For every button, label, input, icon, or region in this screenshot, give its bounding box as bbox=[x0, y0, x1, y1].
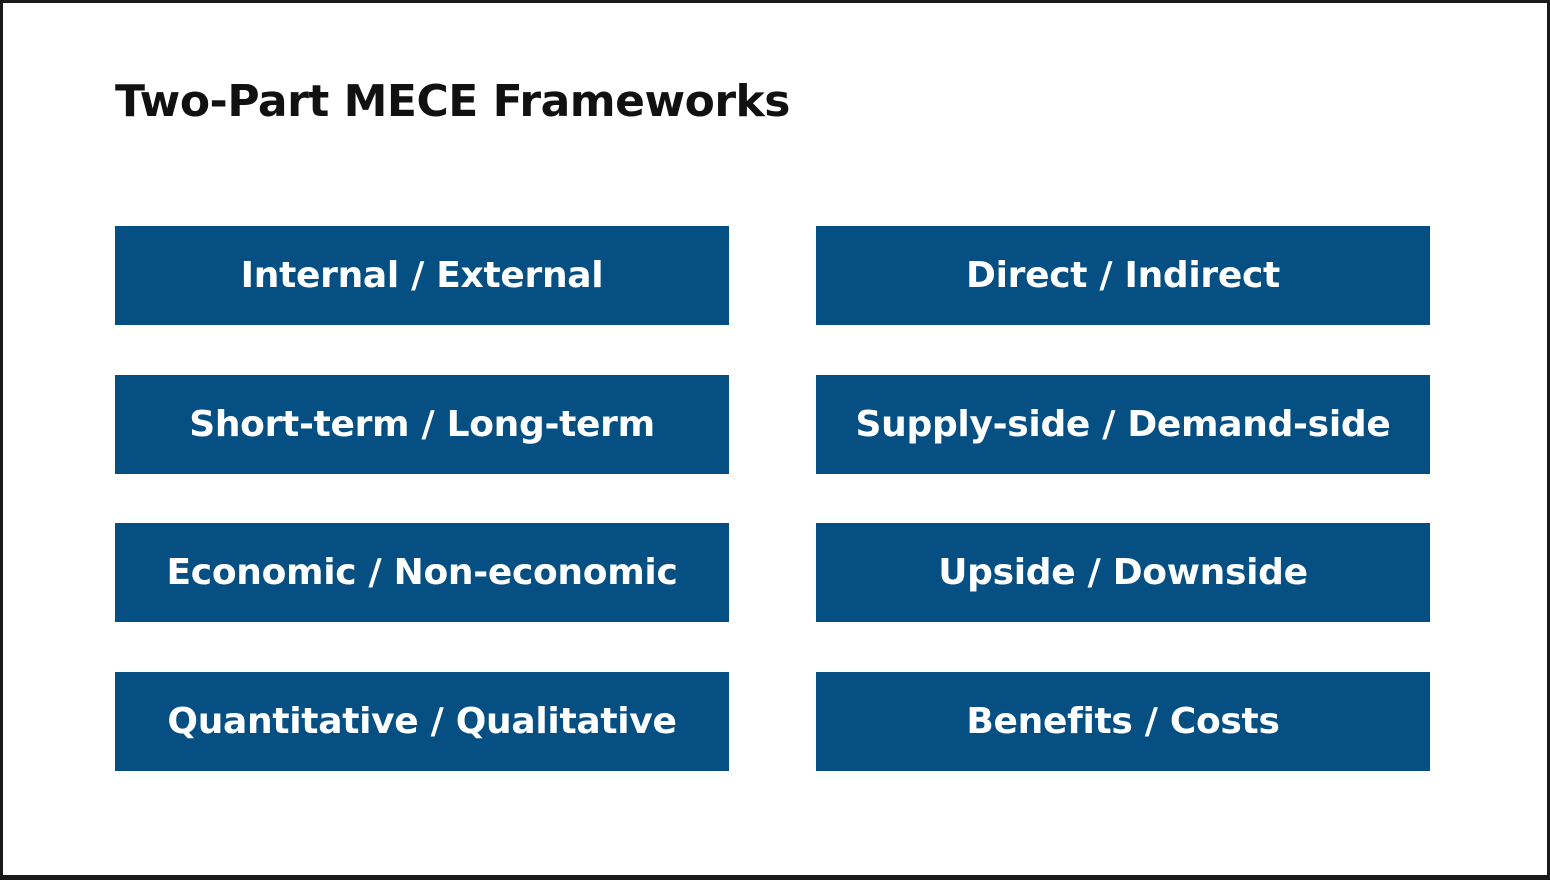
framework-box-direct-indirect: Direct / Indirect bbox=[816, 226, 1430, 325]
framework-box-benefits-costs: Benefits / Costs bbox=[816, 671, 1430, 771]
framework-box-internal-external: Internal / External bbox=[115, 226, 729, 325]
framework-box-quantitative-qualitative: Quantitative / Qualitative bbox=[115, 671, 729, 771]
framework-box-short-long-term: Short-term / Long-term bbox=[115, 374, 729, 474]
framework-label: Upside / Downside bbox=[938, 552, 1308, 593]
framework-grid: Internal / External Direct / Indirect Sh… bbox=[115, 226, 1430, 771]
slide: Two-Part MECE Frameworks Internal / Exte… bbox=[3, 3, 1547, 875]
framework-label: Short-term / Long-term bbox=[189, 403, 655, 445]
framework-box-economic-non-economic: Economic / Non-economic bbox=[115, 523, 729, 622]
slide-title: Two-Part MECE Frameworks bbox=[115, 76, 790, 127]
framework-box-upside-downside: Upside / Downside bbox=[816, 523, 1430, 622]
framework-label: Economic / Non-economic bbox=[166, 552, 678, 593]
framework-label: Benefits / Costs bbox=[966, 700, 1280, 742]
framework-box-supply-demand-side: Supply-side / Demand-side bbox=[816, 374, 1430, 474]
framework-label: Quantitative / Qualitative bbox=[167, 700, 677, 742]
framework-label: Direct / Indirect bbox=[966, 255, 1280, 296]
framework-label: Supply-side / Demand-side bbox=[855, 403, 1391, 445]
framework-label: Internal / External bbox=[240, 255, 604, 296]
